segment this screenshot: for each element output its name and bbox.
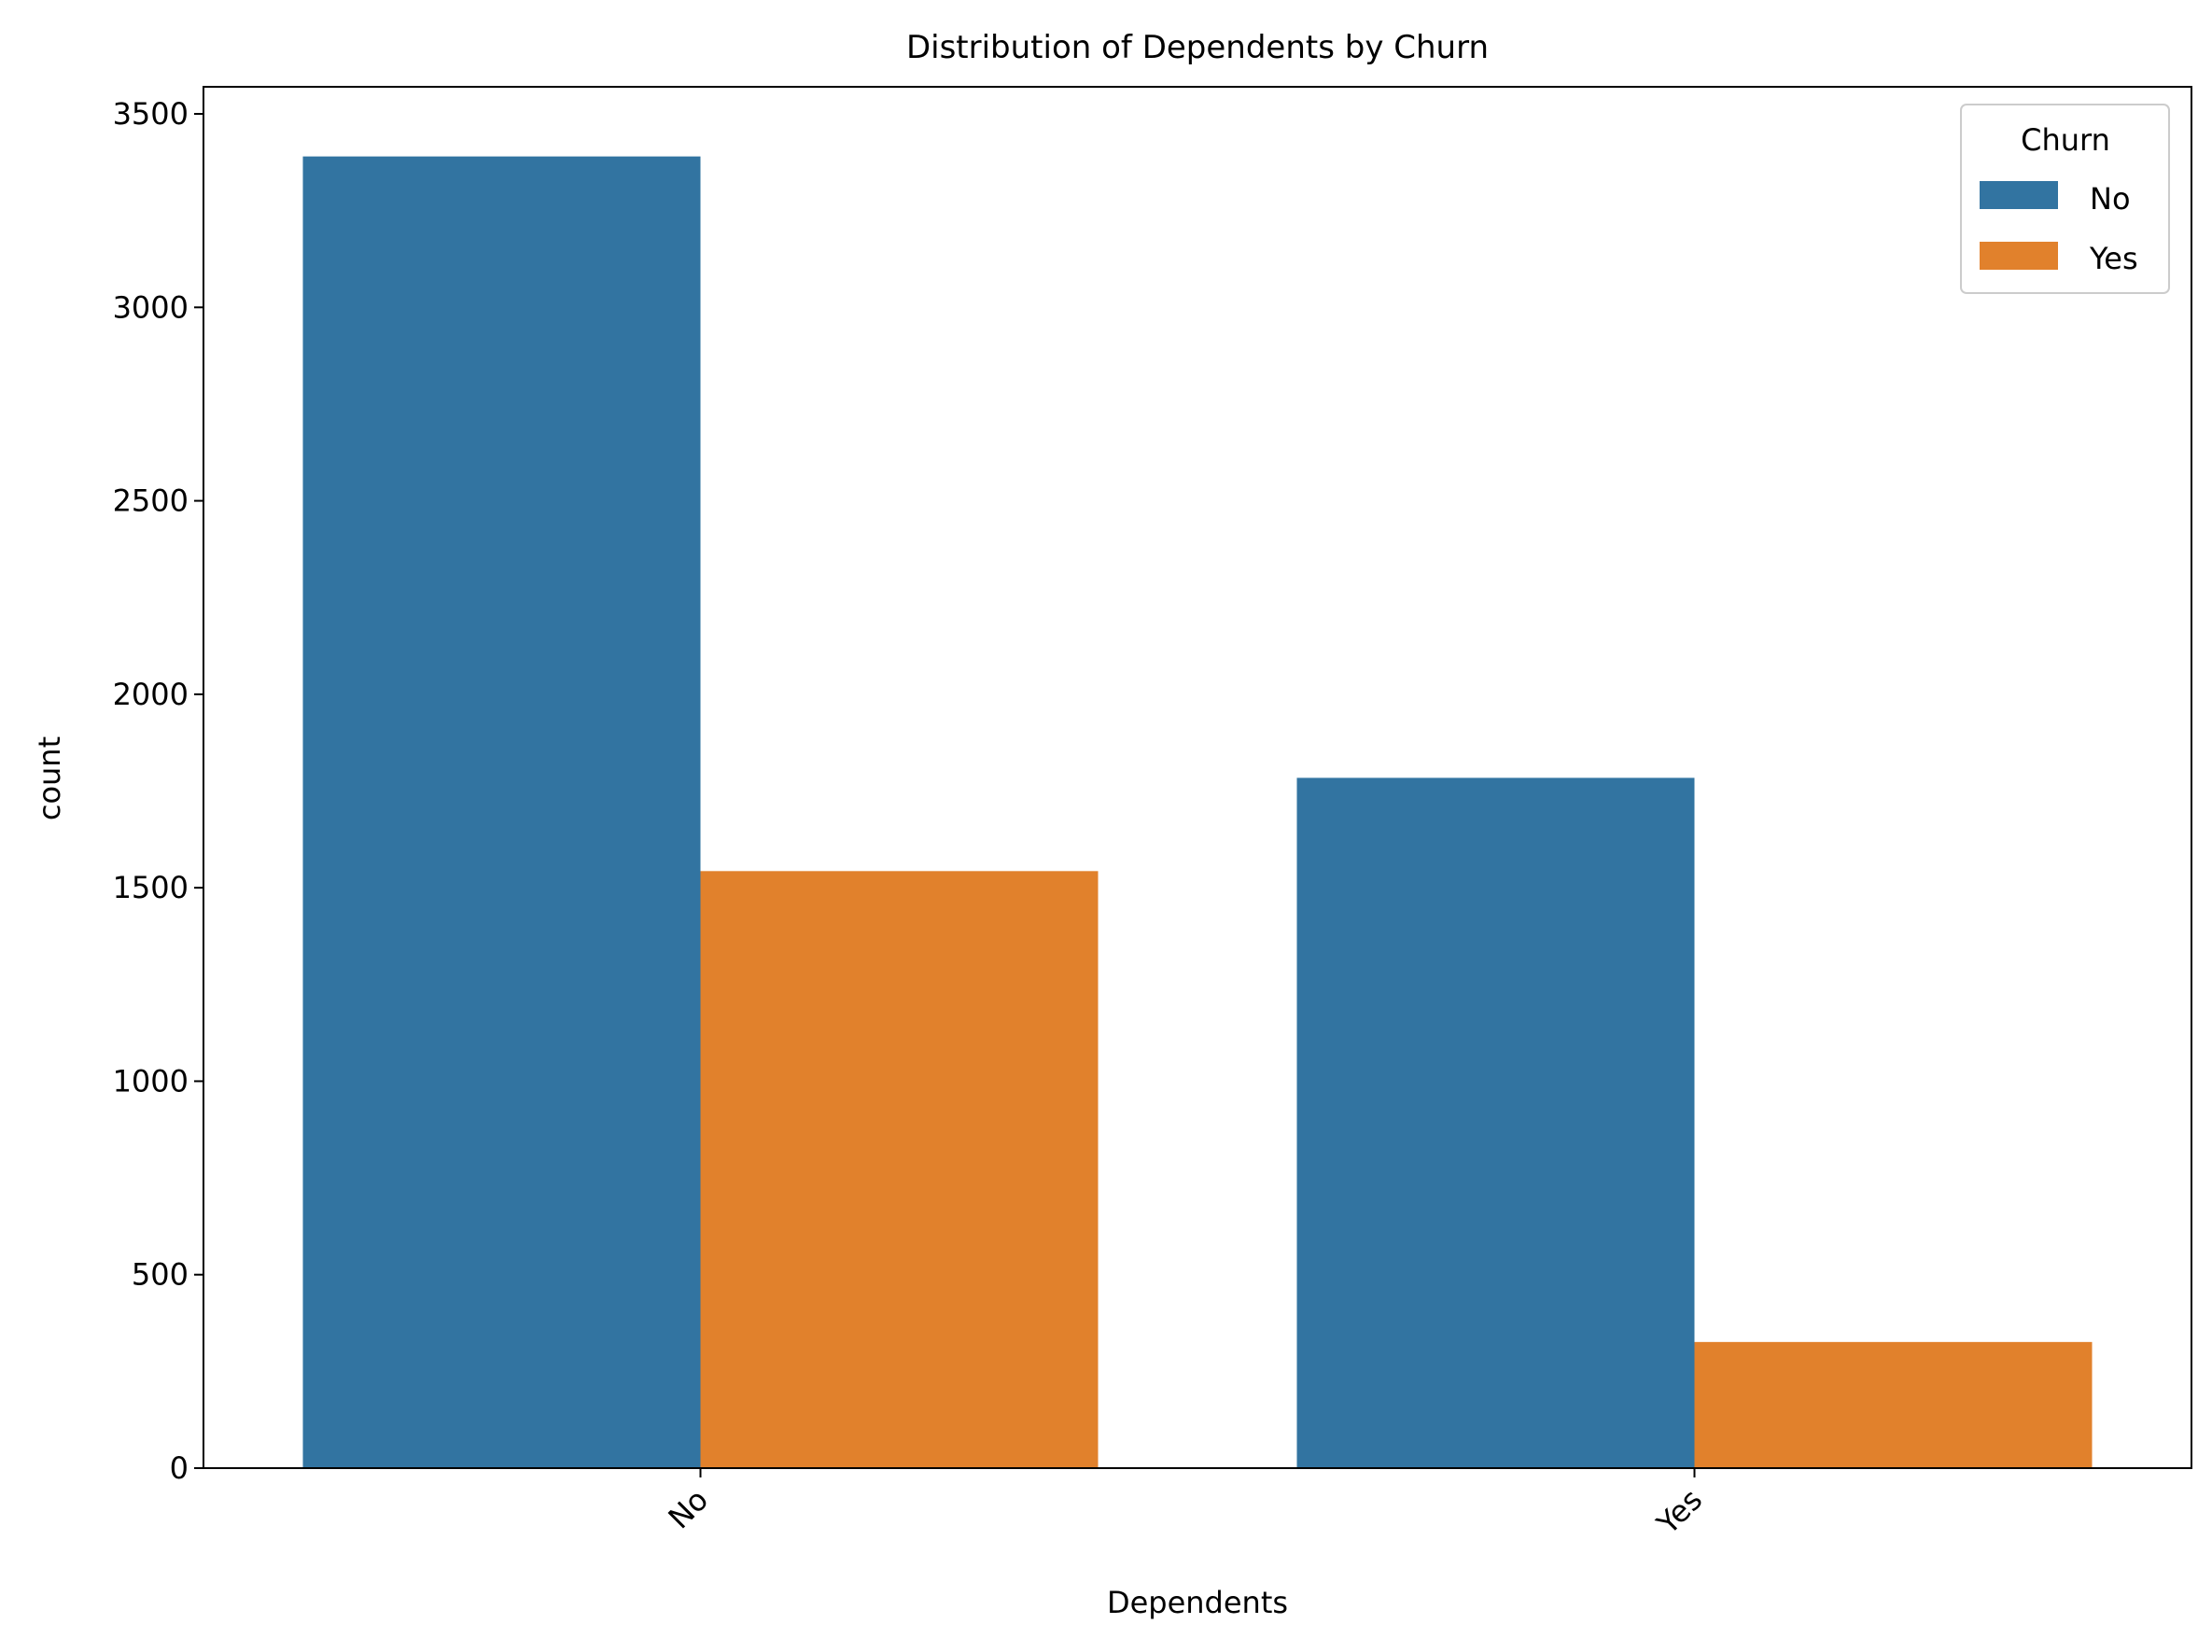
y-axis-label: count <box>32 736 67 820</box>
y-tick-label: 500 <box>132 1257 189 1293</box>
legend-label-no: No <box>2090 181 2131 217</box>
y-tick-label: 1000 <box>113 1063 189 1099</box>
y-tick-label: 1500 <box>113 870 189 905</box>
legend-label-yes: Yes <box>2089 241 2138 276</box>
y-tick-label: 2500 <box>113 483 189 519</box>
y-tick-label: 0 <box>170 1450 189 1486</box>
plot-area: 0 500 1000 1500 2000 2500 3000 3500 No Yes <box>113 86 2192 1542</box>
bar-yes-churn-no <box>1296 777 1695 1468</box>
bar-yes-churn-yes <box>1694 1341 2093 1468</box>
legend: Churn No Yes <box>1960 104 2170 294</box>
bar-no-churn-yes <box>700 871 1099 1468</box>
x-axis-label: Dependents <box>1107 1585 1288 1620</box>
legend-title: Churn <box>2021 122 2110 158</box>
legend-swatch-no <box>1980 181 2058 209</box>
chart-title: Distribution of Dependents by Churn <box>906 29 1489 66</box>
bar-no-churn-no <box>302 156 701 1468</box>
plot-frame <box>203 86 2192 1469</box>
y-tick-label: 3500 <box>113 96 189 132</box>
y-tick-label: 2000 <box>113 677 189 712</box>
y-tick-label: 3000 <box>113 289 189 325</box>
legend-swatch-yes <box>1980 242 2058 270</box>
